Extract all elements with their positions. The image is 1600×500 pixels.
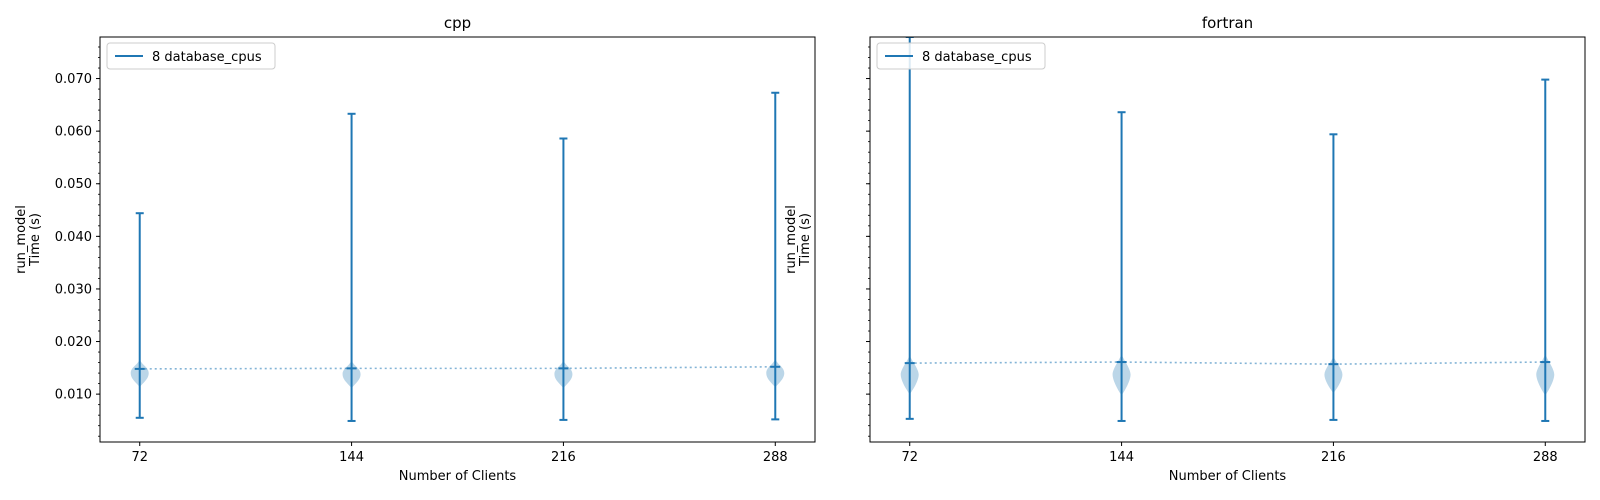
x-tick-label: 216 (1321, 450, 1346, 465)
x-tick-label: 72 (901, 450, 918, 465)
chart-title: cpp (444, 14, 471, 32)
x-tick-label: 288 (763, 450, 788, 465)
x-axis-label: Number of Clients (1169, 469, 1287, 484)
mean-trend-line (139, 365, 776, 370)
panel-cpp: cpp 72 144 216 288 Number of Clients 0.010 0.02… (14, 14, 816, 484)
x-tick-label: 144 (1109, 450, 1134, 465)
y-axis-label-line2: Time (s) (798, 213, 813, 267)
y-tick-label: 0.070 (55, 72, 92, 87)
panel-fortran: fortran 72 144 216 288 Number of Clients run_m… (784, 14, 1586, 484)
mean-trend-line (909, 361, 1546, 365)
legend-box (106, 42, 276, 70)
x-tick-label: 288 (1533, 450, 1558, 465)
plot-area (900, 37, 1555, 422)
x-axis-label: Number of Clients (399, 469, 517, 484)
axes-frame (99, 36, 816, 443)
y-axis-label-line2: Time (s) (28, 213, 43, 267)
y-axis-label-line1: run_model (784, 205, 799, 274)
x-tick-label: 72 (131, 450, 148, 465)
legend-label: 8 database_cpus (152, 50, 262, 65)
chart-title: fortran (1202, 14, 1253, 32)
legend-label: 8 database_cpus (922, 50, 1032, 65)
y-tick-label: 0.050 (55, 177, 92, 192)
legend: 8 database_cpus (876, 42, 1046, 70)
axes-frame (869, 36, 1586, 443)
legend: 8 database_cpus (106, 42, 276, 70)
y-tick-label: 0.010 (55, 388, 92, 403)
y-tick-label: 0.020 (55, 335, 92, 350)
y-tick-label: 0.030 (55, 282, 92, 297)
y-tick-label: 0.040 (55, 230, 92, 245)
y-axis-label-line1: run_model (14, 205, 29, 274)
x-tick-label: 216 (551, 450, 576, 465)
x-tick-label: 144 (339, 450, 364, 465)
y-tick-label: 0.060 (55, 125, 92, 140)
legend-box (876, 42, 1046, 70)
plot-area (130, 91, 785, 422)
